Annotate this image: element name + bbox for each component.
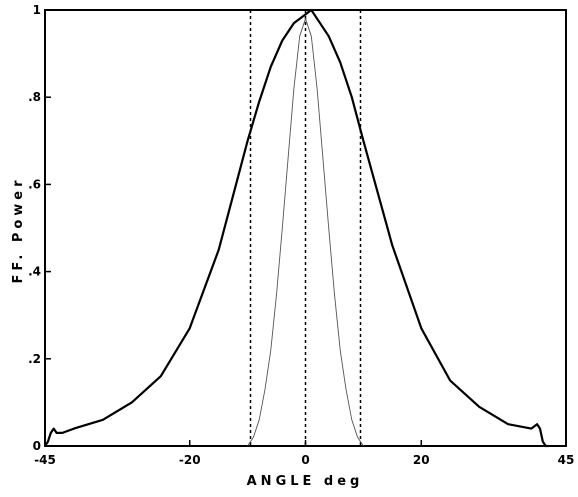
y-tick-label: .2 bbox=[28, 352, 41, 366]
reference-lines bbox=[249, 10, 362, 446]
y-tick-label: .8 bbox=[28, 90, 41, 104]
series-group bbox=[44, 8, 549, 448]
y-tick-label: 0 bbox=[33, 439, 41, 453]
y-tick-label: .4 bbox=[28, 265, 41, 279]
y-axis-label: FF. Power bbox=[11, 176, 26, 283]
y-tick-label: 1 bbox=[33, 3, 41, 17]
x-axis-label: ANGLE deg bbox=[247, 474, 364, 489]
x-axis-ticks: -45 -20 0 20 45 bbox=[34, 440, 574, 467]
x-tick-label: 0 bbox=[301, 453, 309, 467]
series-line-narrow bbox=[247, 18, 364, 447]
y-tick-label: .6 bbox=[28, 177, 41, 191]
x-tick-label: 20 bbox=[413, 453, 430, 467]
y-axis-ticks: 0 .2 .4 .6 .8 1 bbox=[28, 3, 51, 453]
series-line-wide bbox=[44, 8, 549, 448]
x-tick-label: -20 bbox=[179, 453, 201, 467]
x-tick-label: 45 bbox=[558, 453, 575, 467]
x-tick-label: -45 bbox=[34, 453, 56, 467]
